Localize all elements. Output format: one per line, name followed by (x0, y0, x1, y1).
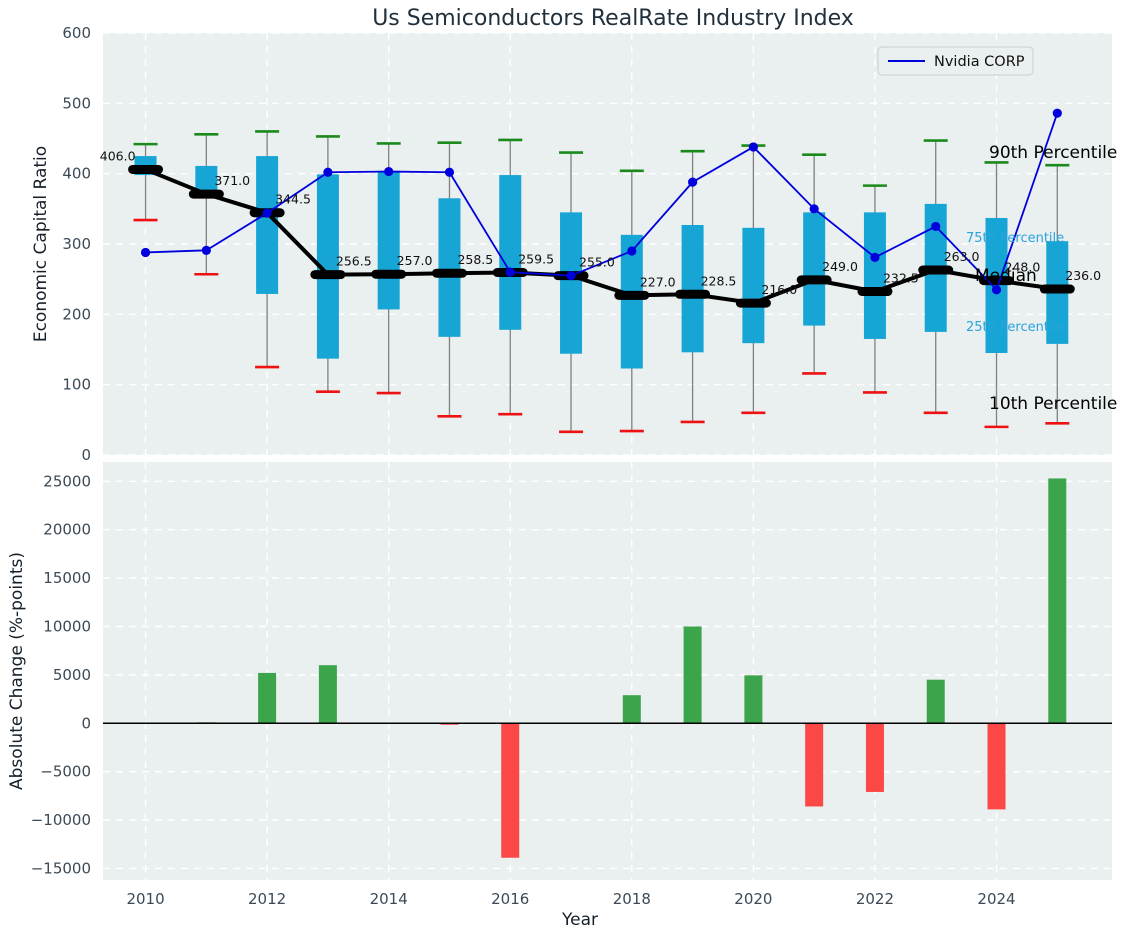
top-y-tick-label: 0 (81, 446, 91, 464)
bar-2016[interactable] (501, 723, 519, 857)
top-y-tick-label: 100 (62, 376, 91, 394)
company-point-2022[interactable] (870, 253, 879, 262)
annotation-10th-percentile: 10th Percentile (989, 394, 1117, 414)
company-point-2010[interactable] (141, 248, 150, 257)
x-tick-label-2024: 2024 (977, 890, 1015, 908)
median-label-2020: 216.0 (761, 282, 797, 297)
top-y-tick-label: 200 (62, 305, 91, 323)
bottom-x-axis-label: Year (561, 910, 598, 930)
company-point-2017[interactable] (566, 271, 575, 280)
top-y-tick-label: 600 (62, 24, 91, 42)
median-label-2010: 406.0 (100, 148, 136, 163)
box-iqr (256, 156, 278, 294)
x-tick-label-2010: 2010 (126, 890, 164, 908)
median-label-2015: 258.5 (457, 252, 493, 267)
company-point-2019[interactable] (688, 178, 697, 187)
x-tick-label-2012: 2012 (248, 890, 286, 908)
median-label-2014: 257.0 (397, 253, 433, 268)
annotation-25th-percentile: 25th Percentile (966, 320, 1064, 335)
bar-2018[interactable] (623, 695, 641, 723)
company-point-2025[interactable] (1053, 109, 1062, 118)
box-iqr (560, 212, 582, 353)
legend[interactable]: Nvidia CORP (878, 47, 1033, 75)
company-point-2011[interactable] (202, 246, 211, 255)
chart-svg: Us Semiconductors RealRate Industry Inde… (0, 0, 1123, 942)
bar-2023[interactable] (927, 680, 945, 724)
top-y-tick-label: 400 (62, 165, 91, 183)
bar-2012[interactable] (258, 673, 276, 723)
top-y-tick-label: 300 (62, 235, 91, 253)
bottom-plot-background (103, 462, 1112, 880)
bottom-y-tick-label: −10000 (31, 811, 91, 829)
bar-2019[interactable] (684, 626, 702, 723)
median-label-2017: 255.0 (579, 255, 615, 270)
figure-root: Us Semiconductors RealRate Industry Inde… (0, 0, 1123, 942)
median-label-2022: 232.5 (883, 270, 919, 285)
median-label-2013: 256.5 (336, 254, 372, 269)
median-label-2025: 236.0 (1065, 268, 1101, 283)
company-point-2012[interactable] (263, 208, 272, 217)
bottom-y-tick-label: −15000 (31, 859, 91, 877)
top-y-axis-label: Economic Capital Ratio (31, 146, 51, 342)
bottom-y-tick-label: 15000 (43, 569, 91, 587)
company-point-2015[interactable] (445, 168, 454, 177)
bar-2021[interactable] (805, 723, 823, 806)
page-title: Us Semiconductors RealRate Industry Inde… (372, 6, 854, 31)
bottom-y-axis-label: Absolute Change (%-points) (7, 552, 27, 790)
bottom-y-tick-label: 5000 (53, 666, 91, 684)
x-tick-label-2016: 2016 (491, 890, 529, 908)
company-point-2013[interactable] (323, 168, 332, 177)
top-plot-background (103, 33, 1112, 455)
company-point-2020[interactable] (749, 142, 758, 151)
bottom-y-tick-label: 20000 (43, 521, 91, 539)
x-tick-label-2022: 2022 (856, 890, 894, 908)
bar-2024[interactable] (988, 723, 1006, 809)
annotation-75th-percentile: 75th Percentile (966, 231, 1064, 246)
bottom-y-tick-label: 0 (81, 714, 91, 732)
median-label-2016: 259.5 (518, 251, 554, 266)
box-iqr (682, 225, 704, 352)
bar-2022[interactable] (866, 723, 884, 792)
bottom-y-tick-label: 10000 (43, 617, 91, 635)
box-iqr (378, 171, 400, 310)
bar-chart-panel: −15000 −10000 −5000 0 5000 10000 15000 20000 250… (7, 462, 1112, 930)
x-tick-label-2014: 2014 (370, 890, 408, 908)
x-tick-label-2020: 2020 (734, 890, 772, 908)
median-label-2023: 263.0 (944, 249, 980, 264)
legend-entry-label: Nvidia CORP (934, 54, 1025, 70)
annotation-median: Median (975, 266, 1037, 286)
company-point-2023[interactable] (931, 222, 940, 231)
bar-2013[interactable] (319, 665, 337, 723)
bottom-y-tick-label: −5000 (40, 763, 91, 781)
median-label-2012: 344.5 (275, 192, 311, 207)
company-point-2016[interactable] (506, 268, 515, 277)
top-y-tick-label: 500 (62, 94, 91, 112)
bar-2020[interactable] (744, 675, 762, 723)
median-label-2011: 371.0 (214, 173, 250, 188)
box-plot-panel: 0 100 200 300 400 500 600 406.0 371.0 344.5 256.5… (31, 24, 1117, 464)
median-label-2018: 227.0 (640, 274, 676, 289)
annotation-90th-percentile: 90th Percentile (989, 143, 1117, 163)
company-point-2021[interactable] (810, 204, 819, 213)
bottom-y-tick-label: 25000 (43, 472, 91, 490)
box-iqr (438, 198, 460, 337)
company-point-2014[interactable] (384, 167, 393, 176)
company-point-2018[interactable] (627, 246, 636, 255)
company-point-2024[interactable] (992, 285, 1001, 294)
bar-2025[interactable] (1048, 478, 1066, 723)
x-tick-label-2018: 2018 (613, 890, 651, 908)
median-label-2019: 228.5 (701, 273, 737, 288)
median-label-2021: 249.0 (822, 259, 858, 274)
